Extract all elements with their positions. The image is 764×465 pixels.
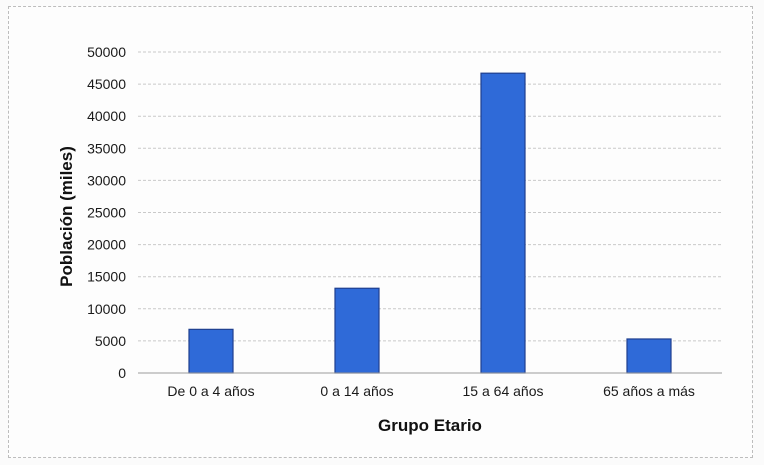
x-tick-label: 65 años a más [603, 383, 695, 399]
y-tick-label: 20000 [87, 237, 126, 253]
bar [334, 287, 380, 374]
chart-frame [8, 6, 753, 458]
y-tick-label: 25000 [87, 205, 126, 221]
bar [626, 338, 672, 374]
gridlines [138, 51, 722, 342]
y-tick-label: 10000 [87, 301, 126, 317]
y-tick-label: 0 [118, 365, 126, 381]
y-tick-label: 15000 [87, 269, 126, 285]
y-tick-label: 5000 [95, 333, 126, 349]
y-tick-label: 50000 [87, 44, 126, 60]
bar [188, 328, 234, 374]
y-tick-label: 45000 [87, 76, 126, 92]
bar [480, 72, 526, 374]
x-tick-label: 0 a 14 años [320, 383, 393, 399]
y-axis-ticks: 0 5000 10000 15000 20000 25000 30000 35000 40000… [87, 44, 126, 381]
y-tick-label: 35000 [87, 140, 126, 156]
y-axis-title: Población (miles) [57, 146, 76, 287]
x-tick-label: De 0 a 4 años [167, 383, 254, 399]
y-tick-label: 40000 [87, 108, 126, 124]
bars [188, 72, 672, 374]
x-axis-ticks: De 0 a 4 años 0 a 14 años 15 a 64 años 65 a… [167, 383, 695, 399]
y-tick-label: 30000 [87, 172, 126, 188]
x-tick-label: 15 a 64 años [463, 383, 544, 399]
x-axis-title: Grupo Etario [378, 416, 482, 435]
